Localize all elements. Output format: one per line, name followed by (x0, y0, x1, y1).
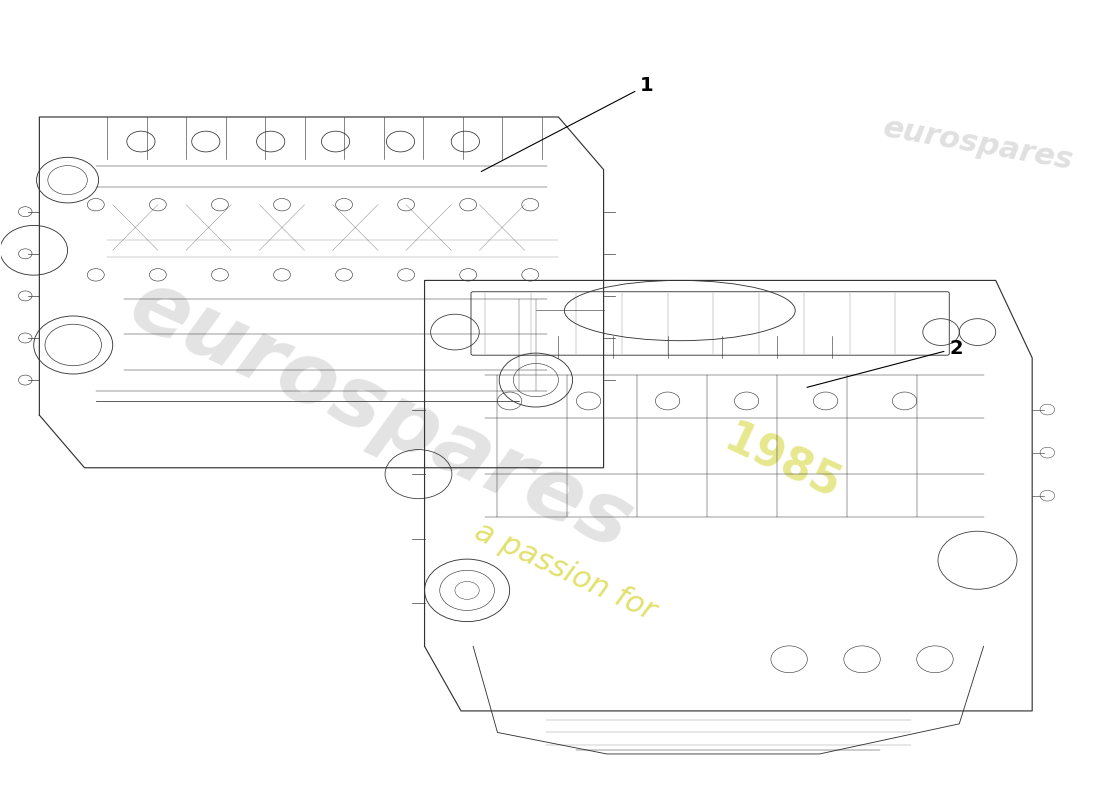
Text: a passion for: a passion for (471, 517, 661, 626)
Text: eurospares: eurospares (880, 114, 1076, 176)
Text: 1985: 1985 (717, 418, 848, 510)
Text: 1: 1 (482, 75, 653, 171)
Text: eurospares: eurospares (117, 263, 646, 569)
Text: 2: 2 (807, 338, 962, 387)
